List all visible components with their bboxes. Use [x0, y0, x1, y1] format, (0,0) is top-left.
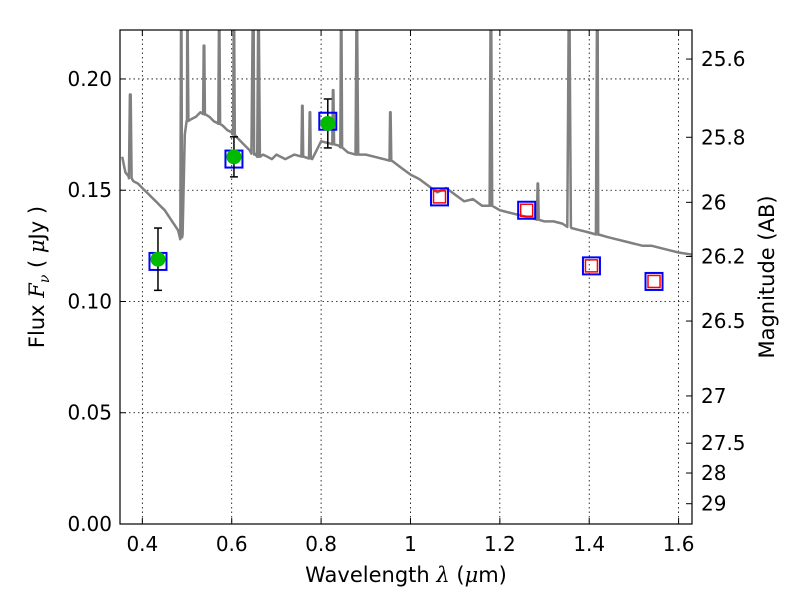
model-photometry-box — [517, 200, 537, 220]
upper-limit-marker — [584, 259, 599, 273]
model-photometry-box — [581, 256, 601, 276]
upper-limit-marker — [647, 274, 661, 289]
y-axis-label: Flux Fν ( μJy ) — [25, 206, 53, 348]
y-tick-label: 0.10 — [67, 289, 112, 313]
observed-flux-point — [226, 149, 242, 165]
x-tick-label: 0.4 — [126, 532, 158, 556]
y-tick-label: 0.05 — [67, 401, 112, 425]
x-tick-label: 1.6 — [663, 532, 695, 556]
y2-tick-label: 28 — [701, 461, 726, 485]
y2-tick-label: 25.8 — [701, 125, 746, 149]
x-tick-label: 1.4 — [573, 532, 605, 556]
observed-flux-point — [150, 251, 166, 267]
y2-axis-label: Magnitude (AB) — [755, 195, 779, 358]
y-tick-label: 0.20 — [67, 67, 112, 91]
photometry-markers — [148, 98, 664, 292]
x-tick-label: 0.8 — [305, 532, 337, 556]
x-axis-label: Wavelength λ (μm) — [305, 563, 507, 587]
model-photometry-box — [430, 187, 450, 207]
y2-tick-label: 26.2 — [701, 244, 746, 268]
y2-tick-label: 26 — [701, 190, 726, 214]
y2-tick-label: 27 — [701, 384, 726, 408]
x-tick-label: 1.2 — [484, 532, 516, 556]
observed-flux-point — [320, 115, 336, 131]
y-tick-label: 0.00 — [67, 512, 112, 536]
y-tick-label: 0.15 — [67, 178, 112, 202]
upper-limit-marker — [432, 190, 447, 204]
axis-ticks: 0.4 0.6 0.8 1 1.2 1.4 1.6 0.00 0.05 0.10 0.15 0.20 2… — [67, 30, 746, 556]
y2-tick-label: 26.5 — [701, 309, 746, 333]
x-tick-label: 1 — [404, 532, 417, 556]
y2-tick-label: 27.5 — [701, 431, 746, 455]
plot-frame — [119, 29, 693, 525]
y2-tick-label: 25.6 — [701, 47, 746, 71]
y2-tick-label: 29 — [701, 492, 726, 516]
model-photometry-box — [644, 271, 664, 291]
sed-model-line — [120, 30, 692, 256]
upper-limit-marker — [519, 203, 534, 217]
x-tick-label: 0.6 — [216, 532, 248, 556]
